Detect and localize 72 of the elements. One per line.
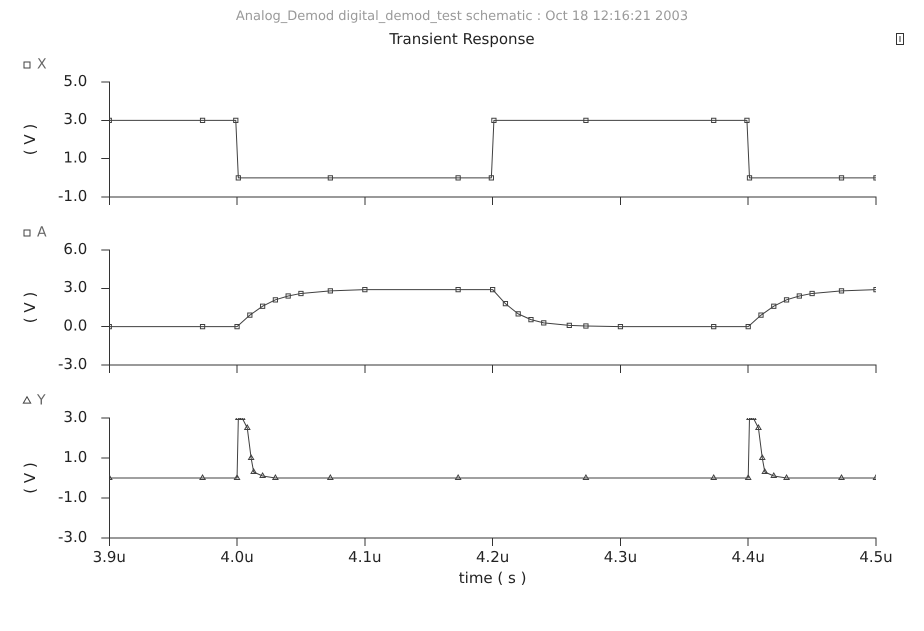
point [502,301,508,306]
point [516,311,521,317]
y-tick-label: 1.0 [63,148,88,167]
point [250,468,257,474]
point [566,322,572,328]
x-tick-label: 4.4u [732,548,765,566]
y-tick-label: 3.0 [63,408,88,426]
point [838,474,845,480]
y-axis-title: ( V ) [20,462,39,494]
legend-label: Y [36,392,46,409]
point [809,290,815,296]
y-tick-label: -1.0 [58,186,88,205]
point [796,293,802,299]
point [455,474,462,480]
point [362,286,368,292]
point [771,304,776,309]
y-tick-label: 0.0 [63,316,88,335]
legend-label: X [37,56,47,73]
point [838,288,844,294]
point [618,324,624,330]
y-tick-label: 3.0 [63,110,88,128]
point [746,324,751,330]
y-axis-title: ( V ) [20,124,39,156]
x-tick-label: 3.9u [92,548,126,566]
point [260,472,266,478]
point [745,474,752,480]
point [490,286,496,292]
point [286,293,291,299]
point [583,323,589,329]
point [328,288,333,294]
point [528,317,534,322]
point [582,474,590,480]
y-tick-label: -1.0 [58,488,88,506]
point [710,474,717,480]
x-tick-label: 4.2u [476,548,510,566]
y-tick-label: 6.0 [63,240,88,258]
chart-title: Transient Response [389,30,535,48]
x-tick-label: 4.0u [220,548,254,566]
y-tick-label: -3.0 [58,354,88,373]
text: Analog_Demod digital_demod_test schematic : Oct 18 12:16:21 2003 [234,8,690,26]
point [298,290,304,296]
point [783,474,790,480]
point [272,297,278,302]
point [248,454,254,460]
point [770,472,777,478]
point [234,474,240,480]
point [456,286,461,292]
point [272,474,278,480]
y-tick-label: 3.0 [63,278,88,296]
y-tick-label: 5.0 [63,72,88,90]
point [755,424,762,430]
x-axis-title: time ( s ) [458,568,526,587]
y-tick-label: 1.0 [63,448,88,466]
y-tick-label: -3.0 [58,528,88,546]
x-tick-label: 4.1u [348,548,382,566]
point [327,474,334,480]
point [260,304,266,309]
point [759,454,766,460]
point [199,474,206,480]
point [762,468,768,474]
legend-label: A [37,224,47,241]
point [784,297,790,302]
point [200,324,206,330]
x-tick-label: 4.3u [604,548,638,566]
x-tick-label: 4.5u [859,548,893,566]
y-axis-title: ( V ) [20,292,39,324]
point [541,320,546,326]
point [234,324,240,330]
point [247,312,252,318]
point [711,324,716,330]
point [758,312,764,318]
point [244,424,250,430]
